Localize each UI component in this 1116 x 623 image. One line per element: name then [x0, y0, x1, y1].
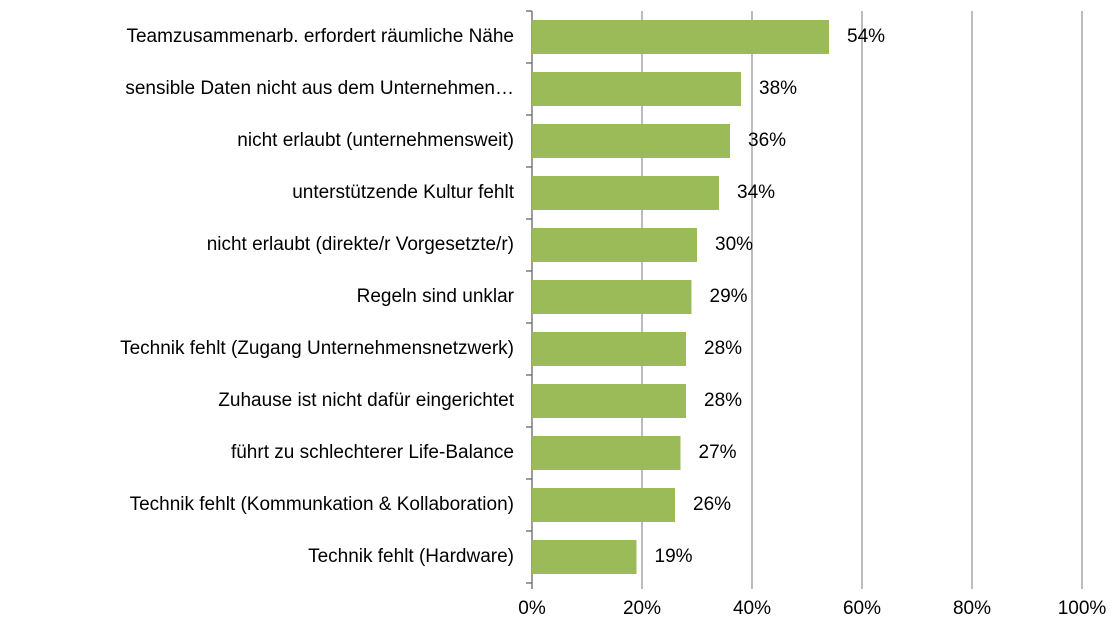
y-tick-label: führt zu schlechterer Life-Balance [231, 442, 514, 463]
x-tick-label: 40% [733, 598, 771, 619]
y-tick-label: nicht erlaubt (unternehmensweit) [237, 130, 514, 151]
data-label: 30% [715, 234, 753, 255]
bar [532, 20, 829, 54]
y-tick-label: Technik fehlt (Hardware) [308, 546, 514, 567]
data-label: 54% [847, 26, 885, 47]
bar [532, 436, 681, 470]
bar [532, 540, 637, 574]
data-label: 36% [748, 130, 786, 151]
data-label: 38% [759, 78, 797, 99]
y-tick-label: Technik fehlt (Zugang Unternehmensnetzwe… [120, 338, 514, 359]
y-tick-label: Zuhause ist nicht dafür eingerichtet [218, 390, 514, 411]
bar [532, 72, 741, 106]
data-label: 28% [704, 390, 742, 411]
data-label: 28% [704, 338, 742, 359]
y-tick-label: Technik fehlt (Kommunkation & Kollaborat… [130, 494, 514, 515]
y-tick-label: sensible Daten nicht aus dem Unternehmen… [125, 78, 514, 99]
data-label: 29% [710, 286, 748, 307]
x-tick-label: 100% [1058, 598, 1107, 619]
bar [532, 228, 697, 262]
bar [532, 488, 675, 522]
data-label: 34% [737, 182, 775, 203]
data-label: 26% [693, 494, 731, 515]
x-tick-label: 20% [623, 598, 661, 619]
bar [532, 332, 686, 366]
data-label: 27% [699, 442, 737, 463]
x-tick-label: 60% [843, 598, 881, 619]
bar [532, 124, 730, 158]
bar [532, 280, 692, 314]
y-tick-label: Teamzusammenarb. erfordert räumliche Näh… [126, 26, 514, 47]
x-tick-label: 80% [953, 598, 991, 619]
data-label: 19% [655, 546, 693, 567]
bar [532, 176, 719, 210]
y-tick-label: Regeln sind unklar [357, 286, 515, 307]
x-tick-label: 0% [518, 598, 546, 619]
y-tick-label: nicht erlaubt (direkte/r Vorgesetzte/r) [207, 234, 514, 255]
y-tick-label: unterstützende Kultur fehlt [292, 182, 515, 203]
bar [532, 384, 686, 418]
